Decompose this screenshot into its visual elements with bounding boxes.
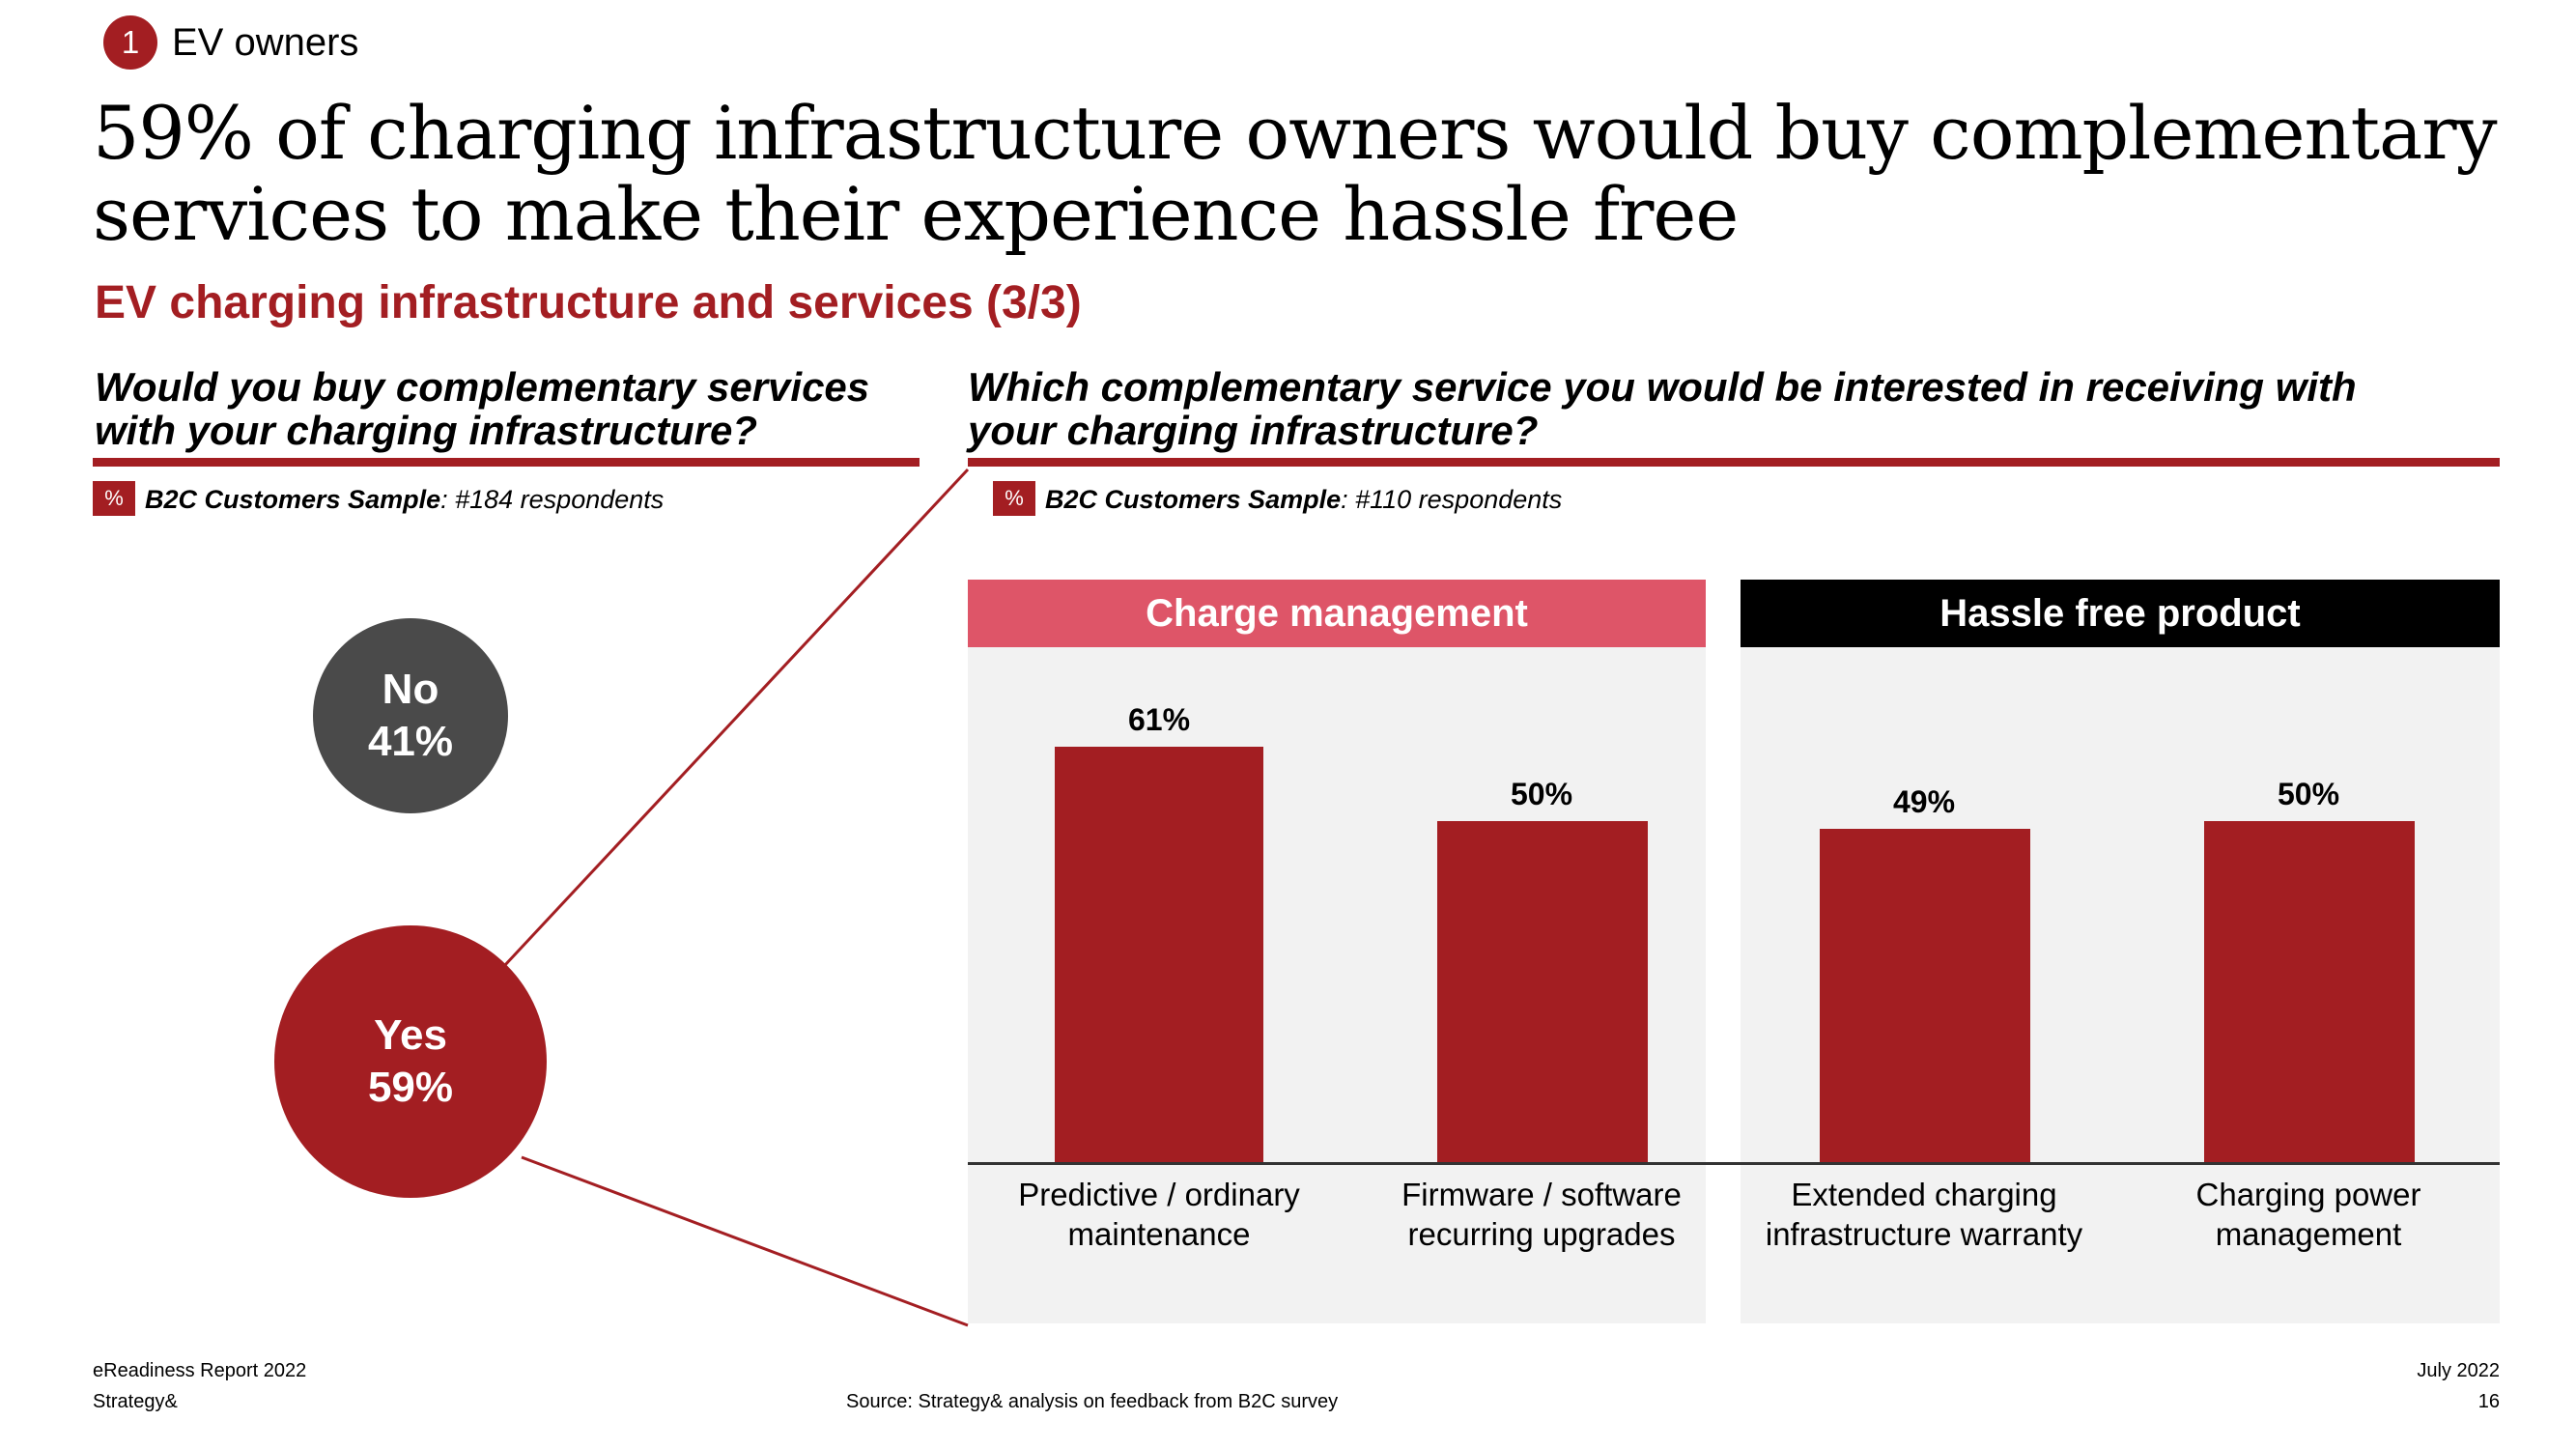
left-percent-badge: % [93, 481, 135, 516]
footer-company: Strategy& [93, 1391, 178, 1412]
no-value: 41% [367, 718, 454, 765]
left-question-line-1: Would you buy complementary services [95, 364, 870, 410]
connector-line-top [502, 468, 970, 968]
value-label-charging-power-management: 50% [2277, 777, 2340, 811]
category-line-1: Charging power [2195, 1177, 2421, 1212]
footer-date: July 2022 [2417, 1360, 2500, 1381]
left-sample-note: B2C Customers Sample: #184 respondents [145, 485, 664, 515]
footer-report-name: eReadiness Report 2022 [93, 1360, 307, 1381]
value-label-firmware-upgrades: 50% [1510, 777, 1573, 811]
chart-baseline [968, 1162, 2500, 1165]
value-label-predictive-maintenance: 61% [1127, 702, 1191, 737]
left-question-rule [93, 458, 920, 467]
left-question: Would you buy complementary services wit… [95, 365, 945, 452]
category-line-2: maintenance [1067, 1216, 1251, 1252]
category-label-firmware-upgrades: Firmware / software recurring upgrades [1377, 1175, 1706, 1254]
yes-circle: Yes 59% [274, 925, 547, 1198]
category-label-extended-warranty: Extended charging infrastructure warrant… [1760, 1175, 2088, 1254]
category-line-2: recurring upgrades [1407, 1216, 1676, 1252]
yes-label: Yes [374, 1011, 447, 1059]
category-line-1: Extended charging [1791, 1177, 2057, 1212]
header-charge-management: Charge management [968, 580, 1706, 647]
category-line-2: infrastructure warranty [1765, 1216, 2083, 1252]
right-percent-badge: % [993, 481, 1035, 516]
right-question-line-2: your charging infrastructure? [968, 408, 1539, 453]
bar-extended-warranty [1820, 829, 2030, 1162]
right-question-rule [968, 458, 2500, 467]
no-label: No [382, 666, 439, 713]
category-label-predictive-maintenance: Predictive / ordinary maintenance [995, 1175, 1323, 1254]
title-line-2: services to make their experience hassle… [93, 171, 1739, 257]
title-line-1: 59% of charging infrastructure owners wo… [93, 90, 2498, 176]
right-sample-bold: B2C Customers Sample [1045, 485, 1342, 514]
category-line-1: Firmware / software [1401, 1177, 1682, 1212]
page-subtitle: EV charging infrastructure and services … [95, 277, 1082, 328]
category-label-charging-power-management: Charging power management [2144, 1175, 2473, 1254]
bar-firmware-upgrades [1437, 821, 1648, 1162]
section-label: EV owners [172, 21, 359, 64]
left-sample-rest: : #184 respondents [440, 485, 665, 514]
header-hassle-free-product: Hassle free product [1741, 580, 2500, 647]
right-sample-rest: : #110 respondents [1341, 485, 1563, 514]
left-question-line-2: with your charging infrastructure? [95, 408, 758, 453]
footer-page-number: 16 [2477, 1391, 2500, 1412]
value-label-extended-warranty: 49% [1892, 784, 1956, 819]
right-question: Which complementary service you would be… [968, 365, 2533, 452]
right-sample-note: B2C Customers Sample: #110 respondents [1045, 485, 1562, 515]
connector-line-bottom [521, 1155, 969, 1327]
left-sample-bold: B2C Customers Sample [145, 485, 441, 514]
category-line-1: Predictive / ordinary [1018, 1177, 1300, 1212]
bar-predictive-maintenance [1055, 747, 1263, 1162]
bar-charging-power-management [2204, 821, 2415, 1162]
footer-source: Source: Strategy& analysis on feedback f… [846, 1391, 1339, 1412]
section-number-badge: 1 [103, 15, 157, 70]
right-question-line-1: Which complementary service you would be… [968, 364, 2357, 410]
page-title: 59% of charging infrastructure owners wo… [93, 93, 2507, 255]
yes-value: 59% [367, 1064, 454, 1111]
no-circle: No 41% [313, 618, 508, 813]
category-line-2: management [2215, 1216, 2402, 1252]
